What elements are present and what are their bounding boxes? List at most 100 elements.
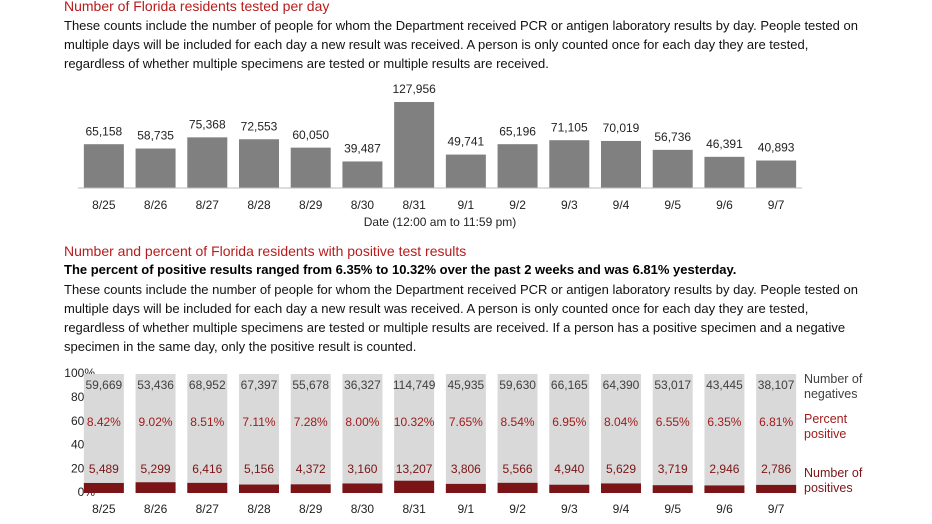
value-label: 6.81% — [759, 415, 793, 429]
bar — [135, 148, 176, 188]
value-label: 8.00% — [345, 415, 379, 429]
x-axis-label: Date (12:00 am to 11:59 pm) — [364, 215, 517, 229]
bar — [549, 484, 590, 493]
chart-title: Number of Florida residents tested per d… — [64, 0, 330, 14]
bar-background — [497, 374, 538, 493]
value-label: 5,156 — [244, 462, 274, 476]
chart-title: Number and percent of Florida residents … — [64, 243, 467, 259]
bar-background — [187, 374, 228, 493]
value-label: 5,489 — [89, 462, 119, 476]
value-label: 38,107 — [758, 378, 795, 392]
value-label: 65,158 — [86, 124, 123, 138]
value-label: 6.95% — [552, 415, 586, 429]
x-tick-label: 9/6 — [716, 198, 733, 212]
value-label: 59,669 — [86, 378, 123, 392]
value-label: 5,629 — [606, 462, 636, 476]
value-label: 114,749 — [393, 378, 436, 392]
bar-background — [83, 374, 124, 493]
bar — [187, 482, 228, 493]
bar — [652, 149, 693, 188]
value-label: 64,390 — [603, 378, 640, 392]
bar — [704, 156, 745, 188]
legend-entry: Number of negatives — [804, 372, 863, 401]
bar — [290, 484, 331, 493]
value-label: 7.11% — [242, 415, 275, 429]
value-label: 53,017 — [654, 378, 691, 392]
value-label: 8.42% — [87, 415, 121, 429]
x-tick-label: 8/27 — [196, 198, 220, 212]
value-label: 75,368 — [189, 118, 226, 132]
legend-entry: Number of positives — [804, 466, 863, 495]
bar — [290, 147, 331, 188]
value-label: 8.54% — [501, 415, 535, 429]
x-tick-label: 9/2 — [509, 198, 526, 212]
bar-background — [652, 374, 693, 493]
bar — [497, 482, 538, 493]
value-label: 5,566 — [503, 462, 533, 476]
value-label: 2,786 — [761, 462, 791, 476]
value-label: 45,935 — [448, 378, 485, 392]
value-label: 8.04% — [604, 415, 638, 429]
bar — [445, 154, 486, 188]
value-label: 7.28% — [294, 415, 328, 429]
value-label: 67,397 — [241, 378, 278, 392]
x-tick-label: 8/28 — [247, 198, 271, 212]
x-tick-label: 8/27 — [196, 502, 220, 516]
value-label: 46,391 — [706, 137, 743, 151]
value-label: 127,956 — [392, 82, 436, 96]
value-label: 9.02% — [139, 415, 173, 429]
value-label: 71,105 — [551, 120, 588, 134]
x-tick-label: 9/3 — [561, 198, 578, 212]
value-label: 60,050 — [292, 128, 329, 142]
value-label: 65,196 — [499, 124, 536, 138]
value-label: 55,678 — [292, 378, 329, 392]
value-label: 8.51% — [190, 415, 224, 429]
x-tick-label: 8/26 — [144, 502, 168, 516]
value-label: 49,741 — [448, 135, 485, 149]
value-label: 68,952 — [189, 378, 226, 392]
bar-background — [290, 374, 331, 493]
x-tick-label: 8/28 — [247, 502, 271, 516]
value-label: 3,160 — [347, 462, 377, 476]
bar-background — [342, 374, 383, 493]
x-tick-label: 9/4 — [613, 502, 630, 516]
value-label: 6.35% — [707, 415, 741, 429]
x-tick-label: 9/6 — [716, 502, 733, 516]
bar — [83, 482, 124, 493]
bar — [756, 160, 797, 188]
bar — [342, 483, 383, 493]
value-label: 10.32% — [394, 415, 435, 429]
bar — [601, 140, 641, 188]
bar — [756, 484, 797, 493]
x-tick-label: 9/4 — [613, 198, 630, 212]
value-label: 6.55% — [656, 415, 690, 429]
x-tick-label: 9/1 — [458, 502, 475, 516]
bar-background — [549, 374, 590, 493]
value-label: 13,207 — [396, 462, 433, 476]
x-tick-label: 9/5 — [664, 502, 681, 516]
x-tick-label: 8/30 — [351, 198, 375, 212]
bar — [394, 480, 435, 493]
value-label: 58,735 — [137, 129, 174, 143]
value-label: 56,736 — [654, 130, 691, 144]
x-tick-label: 9/1 — [458, 198, 475, 212]
bar-background — [135, 374, 176, 493]
x-tick-label: 8/29 — [299, 502, 323, 516]
bar-background — [445, 374, 486, 493]
x-tick-label: 9/3 — [561, 502, 578, 516]
bar — [83, 144, 124, 188]
bar — [652, 485, 693, 493]
bar-background — [394, 374, 435, 493]
bar-background — [239, 374, 279, 493]
x-tick-label: 8/25 — [92, 502, 116, 516]
description: These counts include the number of peopl… — [64, 282, 858, 354]
value-label: 2,946 — [709, 462, 739, 476]
bar — [601, 483, 641, 493]
x-tick-label: 8/31 — [402, 502, 426, 516]
value-label: 53,436 — [137, 378, 174, 392]
value-label: 4,372 — [296, 462, 326, 476]
bar-background — [756, 374, 797, 493]
bar — [445, 483, 486, 493]
